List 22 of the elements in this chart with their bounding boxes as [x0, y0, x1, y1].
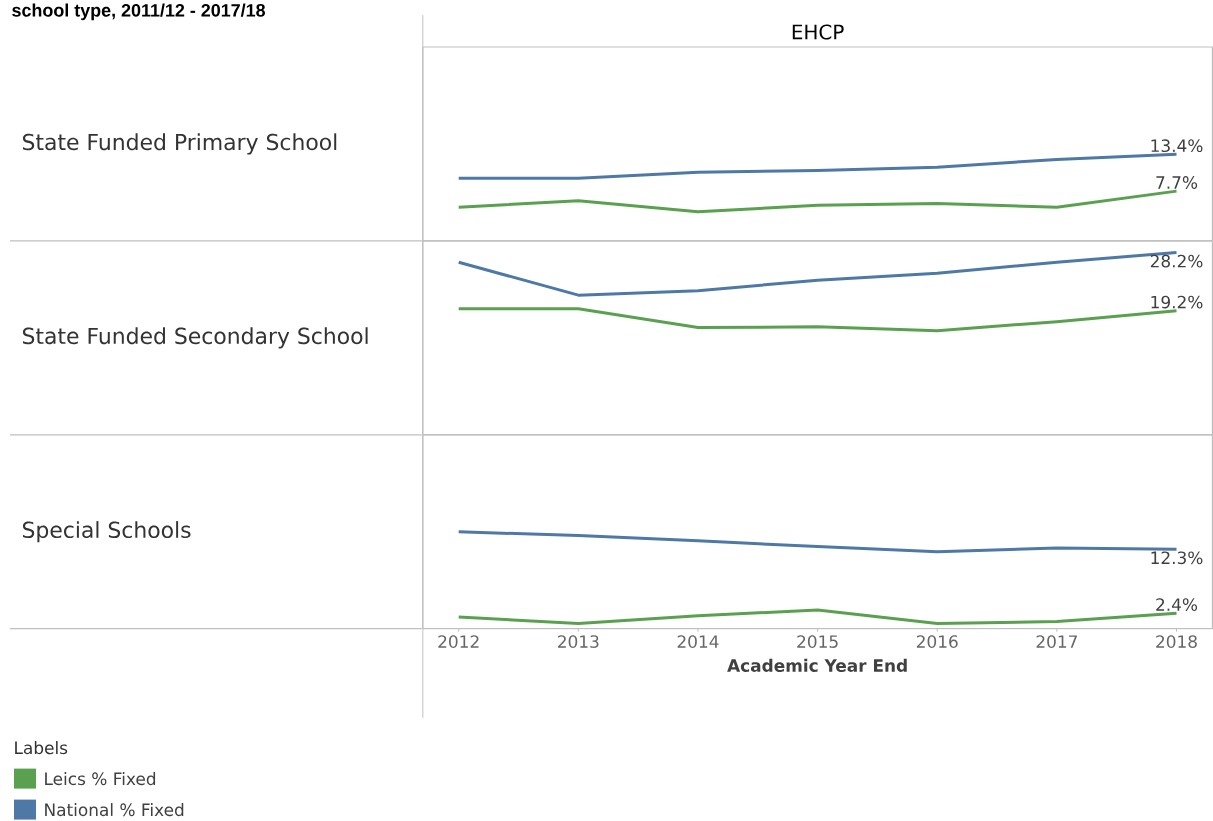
data-label: 13.4% [1151, 139, 1203, 153]
legend-label: Leics % Fixed [45, 772, 156, 786]
x-tick-label: 2017 [1036, 635, 1077, 649]
data-label: 12.3% [1151, 551, 1203, 565]
x-tick-label: 2018 [1156, 635, 1197, 649]
y-axis-title: State Funded Primary School [22, 133, 337, 155]
data-label: 2.4% [1156, 598, 1198, 612]
x-tick-label: 2015 [797, 635, 838, 649]
y-axis-title: State Funded Secondary School [22, 327, 368, 349]
data-label: 19.2% [1151, 295, 1203, 309]
chart-title: EHCP [792, 24, 844, 40]
x-tick-label: 2014 [677, 635, 719, 649]
x-axis-title: Academic Year End [727, 659, 907, 673]
x-tick-label: 2012 [438, 635, 479, 649]
x-tick-label: 2016 [916, 635, 958, 649]
text: school type, 2011/12 - 2017/18 [12, 3, 266, 21]
x-tick-label: 2013 [558, 635, 599, 649]
y-axis-title: Special Schools [22, 521, 191, 543]
data-label: 7.7% [1156, 176, 1198, 190]
legend-label: National % Fixed [45, 803, 184, 817]
legend-title: Labels [15, 741, 68, 755]
data-label: 28.2% [1150, 254, 1203, 268]
